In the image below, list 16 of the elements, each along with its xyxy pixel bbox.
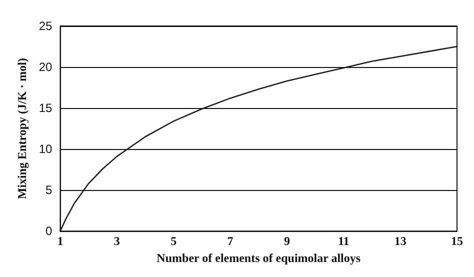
x-axis-title: Number of elements of equimolar alloys bbox=[156, 251, 361, 265]
x-tick-label: 11 bbox=[338, 234, 350, 248]
x-tick-label: 3 bbox=[114, 234, 120, 248]
y-tick-label: 20 bbox=[38, 60, 53, 74]
y-tick-label: 10 bbox=[38, 142, 53, 156]
y-tick-label: 25 bbox=[38, 19, 53, 33]
x-tick-label: 15 bbox=[451, 234, 463, 248]
x-tick-label: 9 bbox=[284, 234, 290, 248]
y-axis-title: Mixing Entropy (J/K · mol) bbox=[15, 58, 29, 200]
x-tick-label: 7 bbox=[227, 234, 234, 248]
y-tick-label: 0 bbox=[46, 224, 53, 238]
x-tick-label: 13 bbox=[394, 234, 406, 248]
x-tick-label: 5 bbox=[170, 234, 177, 248]
y-tick-label: 15 bbox=[38, 101, 53, 116]
x-tick-label: 1 bbox=[57, 234, 64, 248]
y-tick-label: 5 bbox=[46, 183, 53, 198]
